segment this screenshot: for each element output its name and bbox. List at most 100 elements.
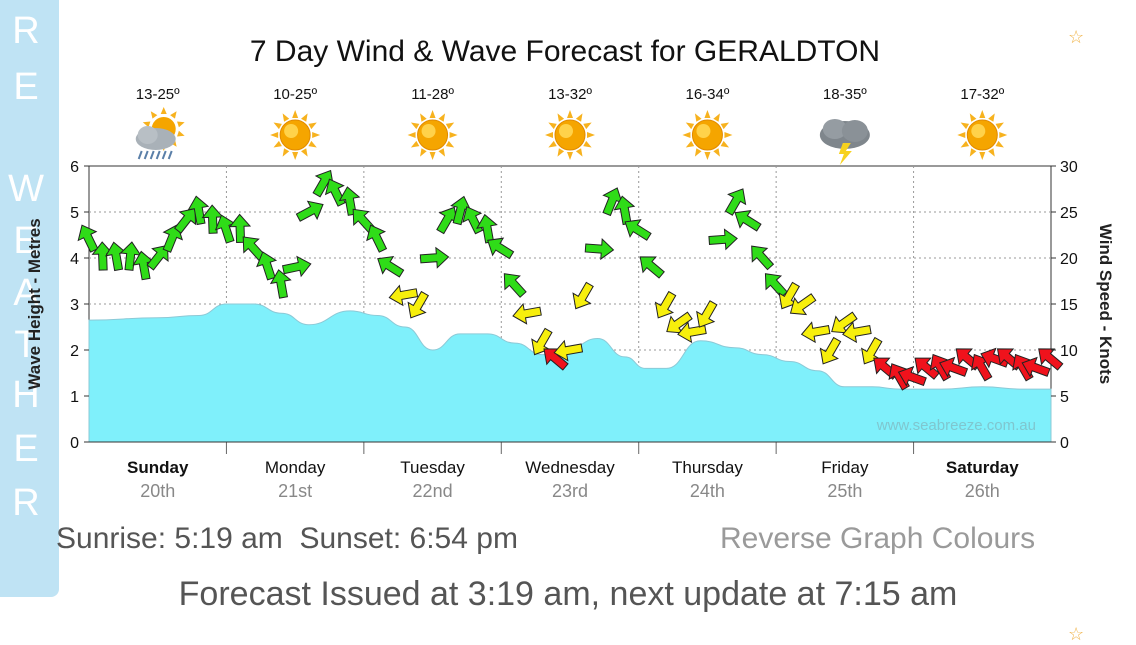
wind-arrow: [377, 255, 405, 278]
sun-ray: [177, 121, 185, 128]
sun-ray: [292, 152, 299, 160]
wind-arrow: [201, 204, 224, 234]
sun-ray: [160, 107, 167, 114]
wind-arrow-shape: [388, 284, 419, 307]
wind-arrow: [312, 169, 334, 198]
wind-arrow: [572, 281, 594, 310]
wind-arrow: [800, 321, 831, 344]
favorite-star-icon[interactable]: ☆: [1068, 27, 1085, 47]
sun-ray: [429, 152, 436, 160]
wind-arrow: [1038, 348, 1064, 371]
wind-arrow-shape: [132, 250, 155, 281]
rain-drop: [137, 150, 143, 160]
sun-ray: [312, 132, 321, 138]
sun-ray: [445, 140, 455, 148]
sun-ray: [410, 122, 420, 130]
sun-ray: [270, 132, 279, 138]
y-left-tick-label: 6: [70, 159, 79, 176]
wind-arrow-shape: [666, 311, 693, 334]
sun-ray: [438, 148, 446, 157]
wind-arrow-shape: [602, 187, 623, 217]
wind-arrow: [1021, 356, 1051, 378]
day-date: 26th: [965, 481, 1000, 501]
sun-ray: [995, 122, 1004, 130]
sun-ray: [988, 148, 995, 157]
wind-arrow: [450, 195, 472, 226]
sun-ray: [273, 140, 282, 148]
wind-arrow: [696, 300, 718, 328]
sun-ray: [142, 121, 151, 128]
sun-ray: [724, 132, 733, 138]
sun-ray: [420, 113, 427, 122]
day-label: Friday: [821, 458, 869, 477]
sun-icon: [957, 110, 1008, 160]
wind-arrow: [842, 321, 872, 344]
wind-arrow: [366, 224, 388, 253]
wind-arrow-shape: [696, 300, 718, 328]
wind-arrow-shape: [503, 273, 527, 298]
y-left-tick-label: 3: [70, 297, 79, 314]
cloud-shape: [137, 126, 158, 144]
y-right-tick-label: 15: [1060, 297, 1078, 314]
sun-ray: [449, 132, 458, 138]
wind-arrow-shape: [77, 224, 99, 253]
wind-arrow: [476, 213, 498, 244]
forecast-chart: 7 Day Wind & Wave Forecast for GERALDTON…: [25, 35, 1115, 501]
day-label: Sunday: [127, 458, 189, 477]
side-tab-letter: A: [13, 272, 39, 314]
y-left-tick-label: 5: [70, 205, 79, 222]
side-tab-letter: W: [8, 168, 44, 210]
sun-ray: [995, 140, 1004, 148]
day-date: 22nd: [413, 481, 453, 501]
wind-arrow: [104, 241, 127, 272]
sun-highlight: [559, 124, 573, 138]
wind-arrow-shape: [1038, 348, 1064, 371]
rain-drop: [155, 150, 161, 160]
side-tab-letter: E: [13, 66, 39, 108]
sun-ray: [587, 132, 595, 138]
wind-arrow: [613, 195, 636, 226]
wind-arrow: [132, 250, 155, 281]
favorite-star-icon-bottom[interactable]: ☆: [1068, 624, 1085, 644]
wind-arrow-shape: [407, 290, 429, 319]
wind-arrow: [256, 251, 278, 281]
sun-ray: [583, 122, 592, 130]
wind-arrow: [724, 188, 747, 216]
day-date: 23rd: [552, 481, 588, 501]
sun-ray: [960, 140, 970, 148]
sun-ray: [308, 122, 317, 130]
sun-icon: [682, 110, 733, 160]
wind-arrow-shape: [800, 321, 831, 344]
y-right-tick-label: 20: [1060, 251, 1078, 268]
wind-arrow-shape: [201, 204, 224, 234]
wind-arrow-shape: [613, 195, 636, 226]
sun-ray: [420, 148, 427, 157]
wind-arrow: [214, 214, 236, 244]
y-left-tick-label: 4: [70, 251, 79, 268]
wind-arrow-shape: [531, 327, 553, 356]
wind-arrow-shape: [295, 200, 324, 222]
sun-highlight: [696, 124, 711, 138]
wind-arrow: [119, 241, 142, 271]
y-right-tick-label: 10: [1060, 343, 1078, 360]
sunrise-text: Sunrise: 5:19 am: [56, 522, 283, 555]
sun-ray: [969, 113, 977, 122]
rain-cloud-icon: [135, 107, 185, 160]
day-temp: 11-28º: [411, 86, 454, 103]
side-tab-letter: T: [14, 324, 38, 366]
wind-arrow: [819, 336, 842, 365]
wind-arrow-shape: [352, 208, 376, 234]
sun-ray: [969, 148, 977, 157]
wind-arrow-shape: [487, 237, 515, 260]
wind-arrow: [831, 311, 858, 334]
wind-arrow-shape: [476, 213, 498, 244]
reverse-graph-colours-link[interactable]: Reverse Graph Colours: [720, 522, 1036, 555]
sun-ray: [988, 113, 995, 122]
sun-ray: [682, 132, 691, 138]
wind-arrow-shape: [543, 348, 569, 371]
day-label: Saturday: [946, 458, 1019, 477]
wind-arrow: [281, 255, 312, 278]
wind-arrow-shape: [119, 241, 142, 271]
sun-ray: [583, 140, 592, 148]
